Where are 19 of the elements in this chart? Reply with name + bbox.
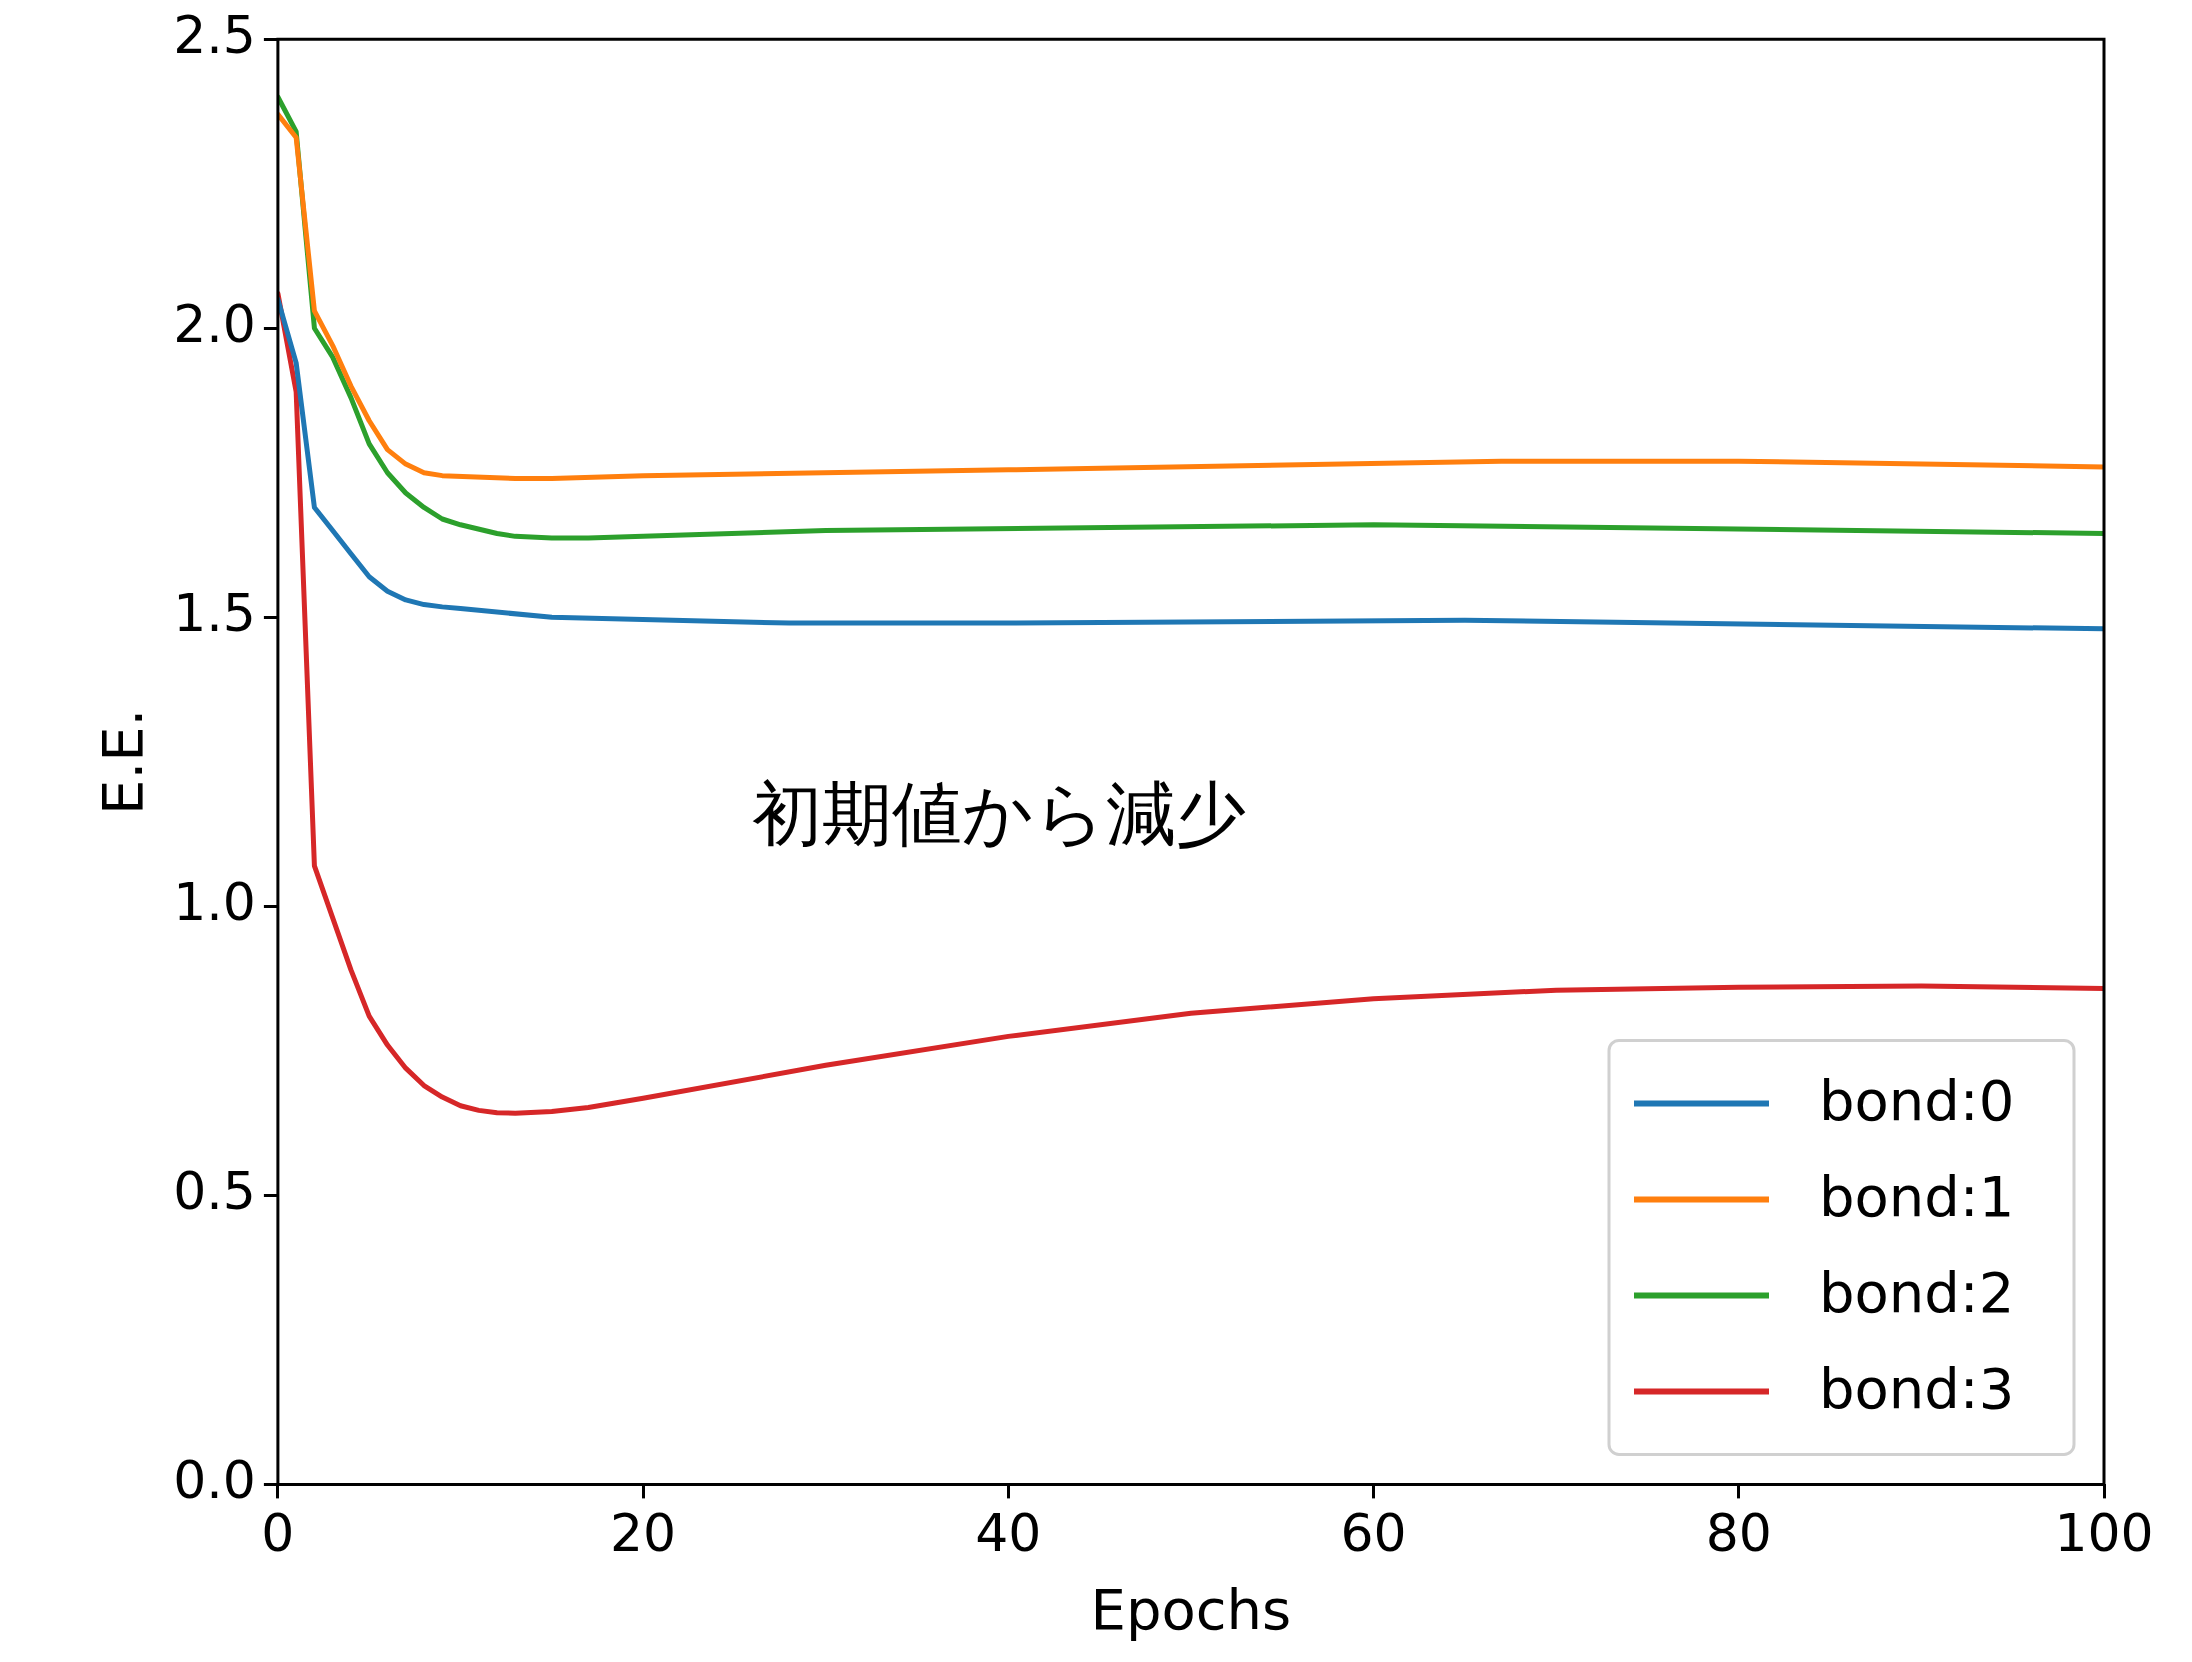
y-tick-label: 1.0: [173, 871, 256, 932]
x-axis-title: Epochs: [1090, 1576, 1292, 1642]
legend-label: bond:1: [1819, 1163, 2015, 1229]
y-tick-label: 0.0: [173, 1449, 256, 1510]
x-tick-label: 0: [261, 1503, 295, 1564]
y-tick-label: 2.5: [173, 4, 256, 65]
x-tick-label: 40: [975, 1503, 1042, 1564]
x-tick-label: 60: [1340, 1503, 1407, 1564]
x-tick-label: 80: [1705, 1503, 1772, 1564]
y-tick-label: 2.0: [173, 293, 256, 354]
x-tick-label: 20: [610, 1503, 677, 1564]
x-tick-label: 100: [2054, 1503, 2154, 1564]
annotation: 初期値から減少: [752, 772, 1247, 855]
legend-label: bond:2: [1819, 1259, 2015, 1325]
y-tick-label: 1.5: [173, 582, 256, 643]
y-axis-title: E.E.: [90, 708, 156, 815]
legend-label: bond:0: [1819, 1067, 2015, 1133]
legend-label: bond:3: [1819, 1355, 2015, 1421]
y-tick-label: 0.5: [173, 1160, 256, 1221]
